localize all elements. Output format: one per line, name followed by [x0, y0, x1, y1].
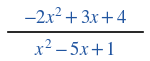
Text: $x^2 - 5x + 1$: $x^2 - 5x + 1$ — [34, 39, 116, 59]
Text: $-2x^2 + 3x + 4$: $-2x^2 + 3x + 4$ — [23, 7, 127, 27]
